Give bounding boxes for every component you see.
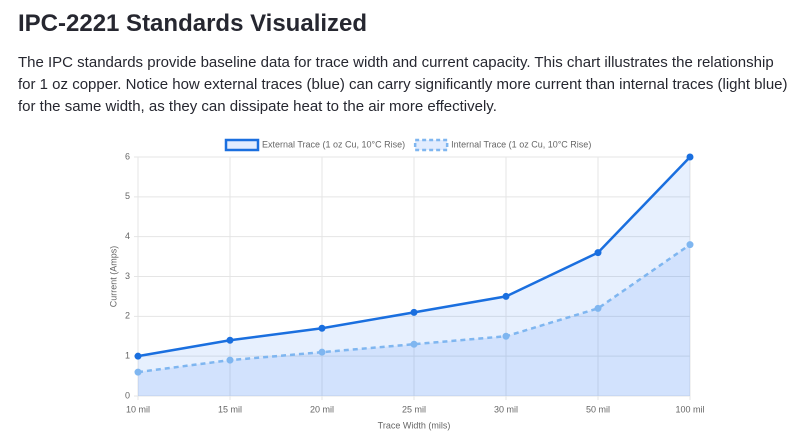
legend-label: External Trace (1 oz Cu, 10°C Rise) [262, 139, 405, 149]
area [138, 244, 690, 396]
point [686, 241, 694, 249]
x-tick-label: 20 mil [310, 404, 334, 414]
point [686, 153, 694, 161]
legend-label: Internal Trace (1 oz Cu, 10°C Rise) [451, 139, 591, 149]
y-tick-label: 4 [125, 231, 130, 241]
x-axis-title: Trace Width (mils) [378, 420, 451, 430]
point [134, 368, 142, 376]
description: The IPC standards provide baseline data … [18, 54, 788, 115]
y-tick-label: 6 [125, 151, 130, 161]
point [594, 304, 602, 312]
point [134, 352, 142, 360]
point [318, 348, 326, 356]
y-tick-label: 1 [125, 351, 130, 361]
x-tick-label: 100 mil [675, 404, 704, 414]
y-tick-label: 2 [125, 311, 130, 321]
point [502, 292, 510, 300]
point [226, 356, 234, 364]
point [410, 340, 418, 348]
y-tick-label: 3 [125, 271, 130, 281]
page-title: IPC-2221 Standards Visualized [18, 10, 368, 37]
x-tick-label: 10 mil [126, 404, 150, 414]
legend-swatch [224, 138, 260, 152]
legend-swatch [413, 138, 449, 152]
point [318, 324, 326, 332]
point [410, 308, 418, 316]
point [594, 249, 602, 257]
area [138, 157, 690, 396]
point [226, 336, 234, 344]
y-tick-label: 5 [125, 191, 130, 201]
x-tick-label: 30 mil [494, 404, 518, 414]
x-tick-label: 25 mil [402, 404, 426, 414]
x-tick-label: 15 mil [218, 404, 242, 414]
y-axis-title: Current (Amps) [108, 246, 118, 308]
x-tick-label: 50 mil [586, 404, 610, 414]
point [502, 332, 510, 340]
y-tick-label: 0 [125, 390, 130, 400]
